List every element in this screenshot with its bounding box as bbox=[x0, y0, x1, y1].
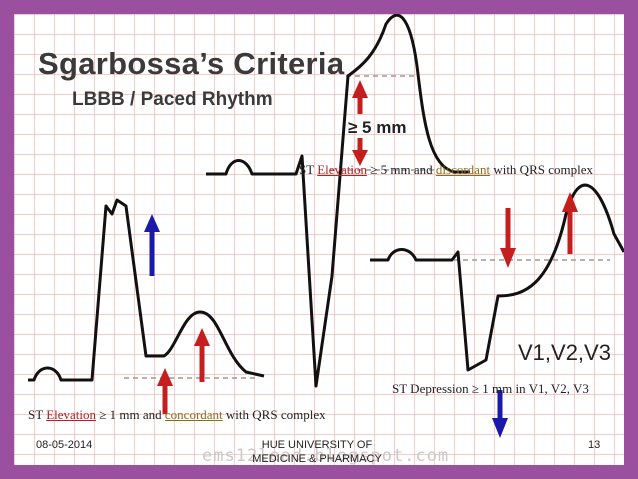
slide-title: Sgarbossa’s Criteria bbox=[38, 46, 345, 81]
caption-suffix: with QRS complex bbox=[490, 162, 593, 177]
slide-subtitle: LBBB / Paced Rhythm bbox=[72, 89, 273, 110]
caption-prefix: ST bbox=[299, 162, 318, 177]
caption-st-depression: ST Depression ≥ 1 mm in V1, V2, V3 bbox=[392, 381, 589, 396]
footer-page-number: 13 bbox=[588, 439, 601, 451]
ecg-trace-left bbox=[28, 198, 265, 382]
leads-label: V1,V2,V3 bbox=[518, 340, 611, 365]
footer-institution: HUE UNIVERSITY OF MEDICINE & PHARMACY bbox=[252, 439, 382, 465]
ge5-label: ≥ 5 mm bbox=[348, 118, 407, 137]
arrow-down-red-mid bbox=[352, 138, 368, 166]
caption-concordant-word: concordant bbox=[164, 407, 223, 422]
caption-middle: ≥ 5 mm and bbox=[367, 162, 436, 177]
ecg-grid bbox=[14, 14, 624, 465]
ecg-paper: Sgarbossa’s Criteria LBBB / Paced Rhythm… bbox=[14, 14, 624, 465]
arrow-up-red-left-1 bbox=[157, 368, 173, 414]
ecg-diagram bbox=[28, 14, 624, 438]
arrow-up-blue-left bbox=[144, 214, 160, 276]
caption-concordant-elevation: ST Elevation ≥ 1 mm and concordant with … bbox=[28, 406, 358, 423]
ecg-trace-right bbox=[370, 183, 624, 372]
ecg-trace-mid bbox=[206, 14, 470, 388]
arrow-down-red-right bbox=[500, 208, 516, 268]
watermark: ems12lead.blogspot.com bbox=[202, 446, 450, 465]
arrow-up-red-left-2 bbox=[194, 328, 210, 382]
caption-discordant-elevation: ST Elevation ≥ 5 mm and discordant with … bbox=[299, 161, 619, 178]
arrow-up-red-right bbox=[562, 192, 578, 254]
caption-discordant-word: discordant bbox=[435, 162, 491, 177]
arrow-down-blue-right bbox=[492, 390, 508, 438]
caption-middle: ≥ 1 mm and bbox=[96, 407, 165, 422]
arrow-up-red-mid bbox=[352, 80, 368, 114]
caption-elevation-word: Elevation bbox=[46, 407, 97, 422]
footer-date: 08-05-2014 bbox=[36, 439, 93, 451]
caption-elevation-word: Elevation bbox=[317, 162, 368, 177]
caption-prefix: ST bbox=[28, 407, 47, 422]
caption-suffix: with QRS complex bbox=[222, 407, 326, 422]
